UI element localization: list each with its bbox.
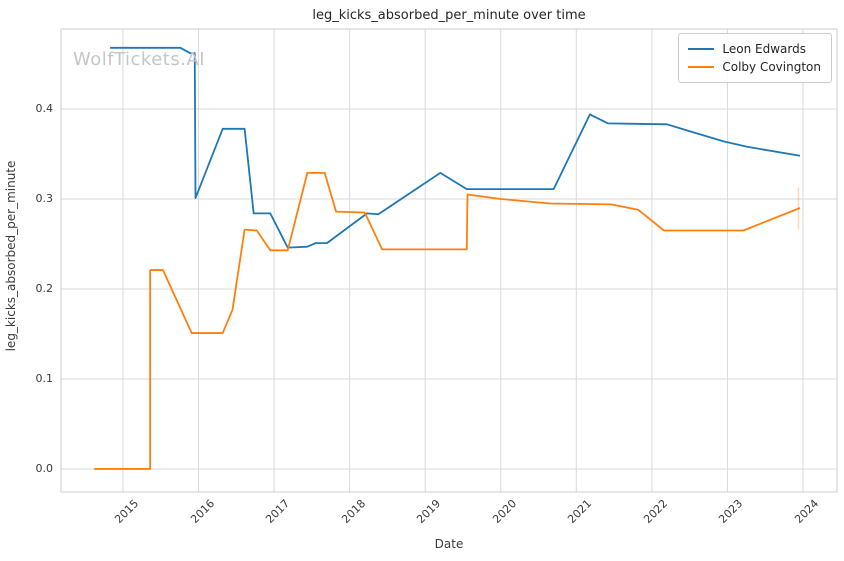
gridlines <box>61 29 837 492</box>
series-line-colby-covington <box>94 171 801 470</box>
y-tick-label-0.0: 0.0 <box>35 462 54 475</box>
legend-line-swatch-blue <box>688 48 715 50</box>
chart-title: leg_kicks_absorbed_per_minute over time <box>312 8 586 23</box>
legend-label-leon-edwards: Leon Edwards <box>722 42 806 56</box>
y-tick-label-0.4: 0.4 <box>35 102 54 115</box>
watermark: WolfTickets.AI <box>73 49 206 70</box>
legend-line-swatch-orange <box>688 66 715 68</box>
legend: Leon Edwards Colby Covington <box>678 33 832 83</box>
plot-border <box>60 28 838 493</box>
x-axis-label: Date <box>434 537 464 551</box>
y-tick-label-0.1: 0.1 <box>35 372 54 385</box>
y-tick-label-0.2: 0.2 <box>35 282 54 295</box>
series-line-leon-edwards <box>110 46 801 249</box>
legend-item-colby-covington: Colby Covington <box>688 58 821 76</box>
legend-label-colby-covington: Colby Covington <box>722 60 821 74</box>
legend-item-leon-edwards: Leon Edwards <box>688 40 821 58</box>
y-tick-label-0.3: 0.3 <box>35 192 54 205</box>
y-axis-label: leg_kicks_absorbed_per_minute <box>4 160 18 352</box>
